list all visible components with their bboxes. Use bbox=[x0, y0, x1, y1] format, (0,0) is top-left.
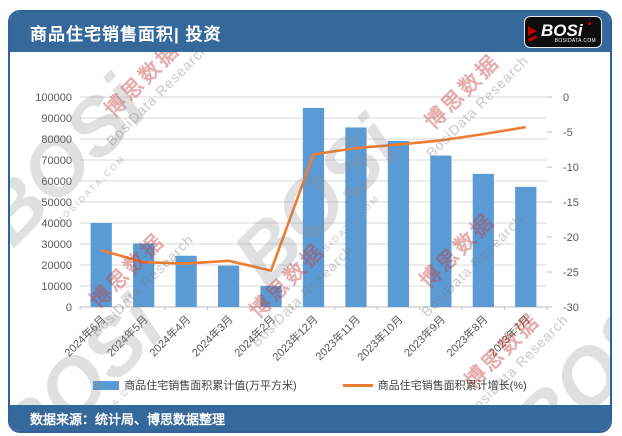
page-title: 商品住宅销售面积| 投资 bbox=[30, 24, 222, 44]
svg-text:-25: -25 bbox=[563, 267, 579, 279]
logo-subtext: BOSIDATA.COM bbox=[554, 38, 596, 44]
bar-2023年9月 bbox=[430, 155, 452, 307]
svg-text:2024年2月: 2024年2月 bbox=[231, 312, 278, 359]
svg-text:100000: 100000 bbox=[35, 92, 72, 104]
right-axis-labels: 0 -5 -10 -15 -20 -25 -30 bbox=[563, 92, 579, 314]
svg-text:2024年6月: 2024年6月 bbox=[61, 312, 108, 359]
logo-dash-icon bbox=[527, 35, 538, 42]
bar-2024年2月 bbox=[260, 286, 282, 307]
bar-2024年6月 bbox=[90, 223, 112, 307]
card-footer: 数据来源：统计局、博思数据整理 bbox=[10, 405, 610, 431]
x-axis-labels: 2024年6月2024年5月2024年4月2024年3月2024年2月2023年… bbox=[61, 312, 533, 363]
legend-bar-swatch bbox=[93, 380, 120, 390]
logo-dot-icon bbox=[588, 22, 591, 25]
svg-text:50000: 50000 bbox=[41, 197, 72, 209]
svg-text:-10: -10 bbox=[563, 162, 579, 174]
left-axis-labels: 0 10000 20000 30000 40000 50000 60000 70000 8000… bbox=[35, 92, 72, 314]
svg-text:90000: 90000 bbox=[41, 113, 72, 125]
svg-text:-20: -20 bbox=[563, 232, 579, 244]
bar-2024年5月 bbox=[133, 243, 155, 307]
svg-text:2023年7月: 2023年7月 bbox=[486, 312, 533, 359]
bar-2023年10月 bbox=[387, 140, 410, 307]
chart-legend: 商品住宅销售面积累计值(万平方米) 商品住宅销售面积累计增长(%) bbox=[10, 377, 610, 393]
legend-item-line: 商品住宅销售面积累计增长(%) bbox=[342, 377, 527, 393]
svg-text:2023年12月: 2023年12月 bbox=[269, 312, 320, 363]
legend-item-bar: 商品住宅销售面积累计值(万平方米) bbox=[93, 377, 297, 393]
svg-text:2023年8月: 2023年8月 bbox=[443, 312, 490, 359]
bosi-logo: BOSi BOSIDATA.COM bbox=[524, 16, 602, 48]
growth-line bbox=[100, 125, 526, 272]
chart-region: 博思数据 BosiData Research 博思数据 BosiData Res… bbox=[10, 38, 610, 431]
logo-text: BOSi bbox=[541, 21, 583, 40]
svg-text:20000: 20000 bbox=[41, 260, 72, 272]
svg-text:2024年5月: 2024年5月 bbox=[104, 312, 151, 359]
bar-2024年4月 bbox=[175, 255, 197, 307]
bar-2024年3月 bbox=[217, 265, 240, 307]
svg-text:-15: -15 bbox=[563, 197, 579, 209]
bar-2023年7月 bbox=[515, 186, 537, 307]
svg-text:0: 0 bbox=[66, 302, 72, 314]
legend-line-label: 商品住宅销售面积累计增长(%) bbox=[377, 380, 527, 392]
svg-text:-30: -30 bbox=[563, 302, 579, 314]
svg-text:2023年9月: 2023年9月 bbox=[401, 312, 448, 359]
svg-text:-5: -5 bbox=[563, 127, 573, 139]
combo-chart: 0 10000 20000 30000 40000 50000 60000 70000 8000… bbox=[35, 92, 579, 364]
svg-text:2024年4月: 2024年4月 bbox=[146, 312, 193, 359]
chart-card: 商品住宅销售面积| 投资 BOSi BOSIDATA.COM 博思数据 Bosi… bbox=[8, 10, 612, 433]
svg-text:2023年10月: 2023年10月 bbox=[354, 312, 405, 363]
bar-2023年12月 bbox=[302, 107, 325, 307]
x-axis bbox=[79, 306, 548, 310]
svg-text:30000: 30000 bbox=[41, 239, 72, 251]
svg-text:70000: 70000 bbox=[41, 155, 72, 167]
card-header: 商品住宅销售面积| 投资 BOSi BOSIDATA.COM bbox=[10, 12, 610, 52]
legend-bar-label: 商品住宅销售面积累计值(万平方米) bbox=[124, 380, 297, 392]
data-source-note: 数据来源：统计局、博思数据整理 bbox=[30, 411, 226, 427]
svg-text:40000: 40000 bbox=[41, 218, 72, 230]
svg-text:2024年3月: 2024年3月 bbox=[189, 312, 236, 359]
bar-2023年11月 bbox=[345, 127, 367, 307]
svg-text:80000: 80000 bbox=[41, 134, 72, 146]
bar-series bbox=[90, 107, 537, 307]
logo-triangle-icon bbox=[528, 26, 537, 36]
svg-text:60000: 60000 bbox=[41, 176, 72, 188]
bar-2023年8月 bbox=[472, 173, 494, 307]
legend-line-swatch bbox=[342, 383, 373, 387]
svg-text:0: 0 bbox=[563, 92, 569, 104]
svg-text:10000: 10000 bbox=[41, 281, 72, 293]
